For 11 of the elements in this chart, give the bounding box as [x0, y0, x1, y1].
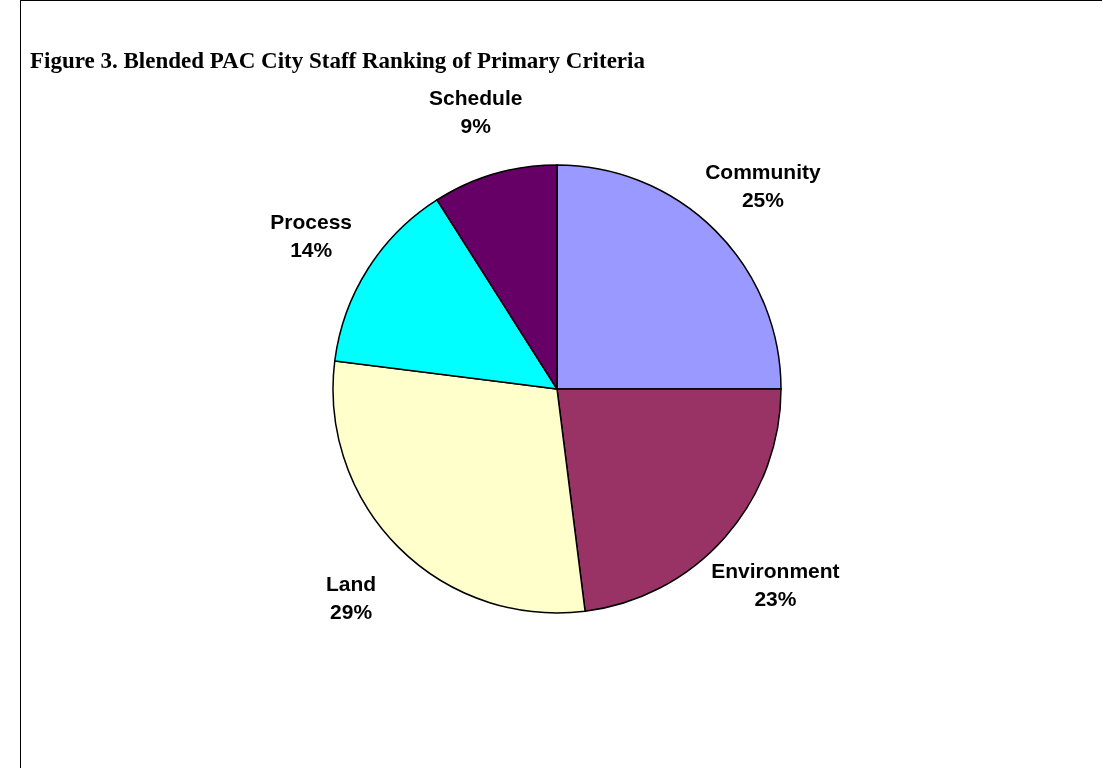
- data-label: 23%: [754, 586, 797, 610]
- chart-title: Figure 3. Blended PAC City Staff Ranking of Primary Criteria: [30, 48, 646, 73]
- slice-label: Schedule: [429, 86, 523, 110]
- data-label: 25%: [741, 188, 785, 212]
- slice-label: Process: [270, 209, 352, 233]
- data-label: 14%: [290, 237, 333, 261]
- slice-label: Land: [326, 571, 377, 595]
- slice-label: Environment: [711, 558, 840, 582]
- slice-label: Community: [705, 160, 821, 184]
- data-label: 9%: [460, 114, 492, 138]
- data-label: 29%: [330, 599, 373, 623]
